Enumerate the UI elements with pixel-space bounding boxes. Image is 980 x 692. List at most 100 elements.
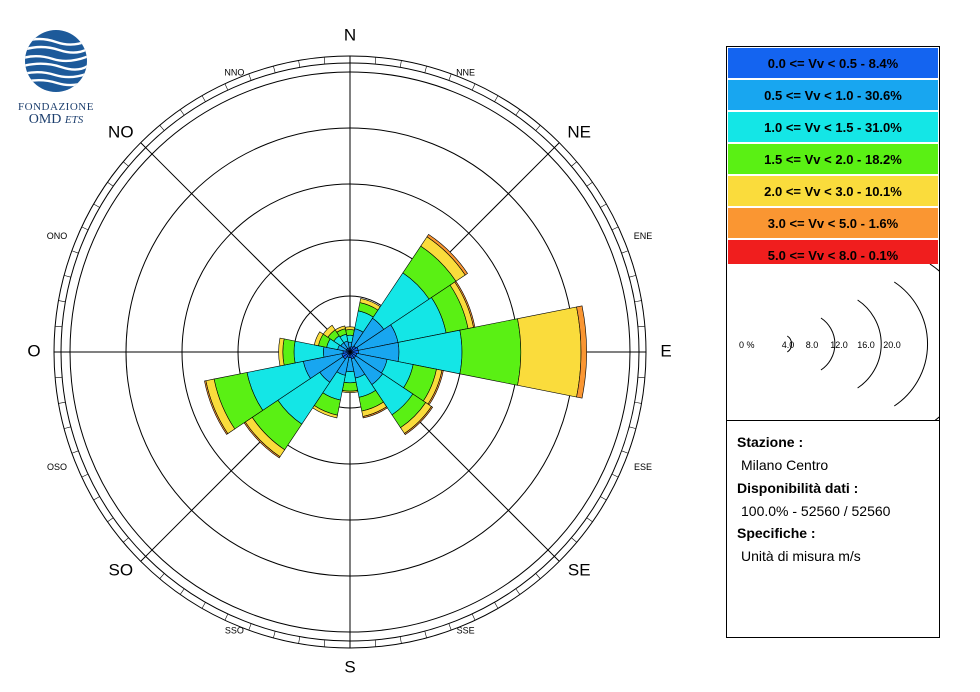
tick-mark <box>621 450 629 454</box>
direction-label-ESE: ESE <box>634 462 652 472</box>
tick-mark <box>399 60 402 68</box>
tick-mark <box>535 125 541 131</box>
direction-label-E: E <box>660 341 671 360</box>
tick-mark <box>273 66 276 73</box>
spec-label: Specifiche : <box>737 525 816 541</box>
tick-mark <box>201 602 206 609</box>
info-panel: Stazione : Milano Centro Disponibilità d… <box>726 420 940 638</box>
tick-mark <box>140 142 146 148</box>
tick-mark <box>81 473 89 478</box>
tick-mark <box>55 325 63 328</box>
petal-NNO-class-4 <box>334 325 346 333</box>
tick-mark <box>629 275 636 278</box>
legend-item-4: 2.0 <= Vv < 3.0 - 10.1% <box>728 176 938 207</box>
tick-mark <box>71 450 79 454</box>
tick-mark <box>323 639 326 647</box>
tick-mark <box>107 517 114 523</box>
direction-label-NNO: NNO <box>224 67 244 77</box>
petal-E-class-4 <box>517 306 582 398</box>
tick-mark <box>107 181 114 187</box>
petal-SSE-class-5 <box>362 406 388 419</box>
tick-mark <box>159 125 165 131</box>
scale-svg: 0 % 4.0 8.0 12.0 16.0 20.0 <box>739 263 974 425</box>
tick-mark <box>323 57 326 65</box>
scale-label-3: 16.0 <box>857 340 875 350</box>
tick-mark <box>93 203 100 208</box>
tick-mark <box>634 300 642 303</box>
tick-mark <box>424 631 427 638</box>
direction-label-N: N <box>344 25 356 44</box>
scale-panel: 0 % 4.0 8.0 12.0 16.0 20.0 <box>726 263 974 425</box>
scale-label-0: 4.0 <box>782 340 795 350</box>
tick-mark <box>64 275 71 278</box>
tick-mark <box>224 83 229 91</box>
tick-mark <box>471 83 476 91</box>
petal-NE-class-5 <box>426 234 468 276</box>
tick-mark <box>494 95 499 102</box>
tick-mark <box>634 401 642 404</box>
tick-mark <box>123 161 129 167</box>
scale-arc-0 <box>786 335 793 353</box>
petal-O-class-3 <box>282 338 296 366</box>
tick-mark <box>637 325 645 328</box>
tick-mark <box>611 226 619 231</box>
tick-mark <box>448 623 452 631</box>
tick-mark <box>554 142 560 148</box>
direction-label-SO: SO <box>109 561 134 580</box>
scale-label-1: 8.0 <box>806 340 819 350</box>
station-label: Stazione : <box>737 434 804 450</box>
logo-globe-icon <box>25 30 87 92</box>
tick-mark <box>58 300 66 303</box>
direction-label-OSO: OSO <box>47 462 67 472</box>
availability-label: Disponibilità dati : <box>737 480 859 496</box>
tick-mark <box>535 573 541 579</box>
tick-mark <box>273 631 276 638</box>
petal-E-class-3 <box>459 318 522 386</box>
tick-mark <box>637 376 645 379</box>
direction-label-SE: SE <box>568 561 591 580</box>
tick-mark <box>298 636 301 644</box>
scale-zero-label: 0 % <box>739 340 755 350</box>
tick-mark <box>448 73 452 81</box>
scale-label-4: 20.0 <box>883 340 901 350</box>
tick-mark <box>399 636 402 644</box>
petal-ONO-class-4 <box>313 331 324 347</box>
petal-NO-class-4 <box>322 324 336 338</box>
availability-value: 100.0% - 52560 / 52560 <box>741 503 891 519</box>
petal-O-class-4 <box>278 337 285 367</box>
tick-mark <box>424 66 427 73</box>
tick-mark <box>58 401 66 404</box>
tick-mark <box>248 73 252 81</box>
legend-item-0: 0.0 <= Vv < 0.5 - 8.4% <box>728 48 938 79</box>
petal-N-class-3 <box>345 329 355 336</box>
direction-label-NE: NE <box>567 122 591 141</box>
tick-mark <box>55 376 63 379</box>
direction-label-NO: NO <box>108 122 134 141</box>
direction-label-NNE: NNE <box>456 67 475 77</box>
scale-arc-2 <box>857 299 882 389</box>
tick-mark <box>224 613 229 621</box>
tick-mark <box>611 473 619 478</box>
tick-mark <box>298 60 301 68</box>
tick-mark <box>515 588 521 595</box>
radial-line-7 <box>140 142 351 353</box>
petal-E-class-5 <box>576 305 587 399</box>
tick-mark <box>600 496 607 501</box>
direction-label-ONO: ONO <box>47 231 68 241</box>
scale-arc-4 <box>929 263 974 425</box>
tick-mark <box>374 57 377 65</box>
tick-mark <box>374 639 377 647</box>
tick-mark <box>248 623 252 631</box>
logo: FONDAZIONE OMD ETS <box>14 28 98 127</box>
direction-label-SSE: SSE <box>457 625 475 635</box>
scale-arc-1 <box>820 317 836 371</box>
legend-item-3: 1.5 <= Vv < 2.0 - 18.2% <box>728 144 938 175</box>
logo-name: FONDAZIONE <box>18 101 94 113</box>
legend-item-2: 1.0 <= Vv < 1.5 - 31.0% <box>728 112 938 143</box>
petals <box>204 234 587 459</box>
station-value: Milano Centro <box>741 457 829 473</box>
tick-mark <box>93 496 100 501</box>
tick-mark <box>81 226 89 231</box>
tick-mark <box>586 181 593 187</box>
